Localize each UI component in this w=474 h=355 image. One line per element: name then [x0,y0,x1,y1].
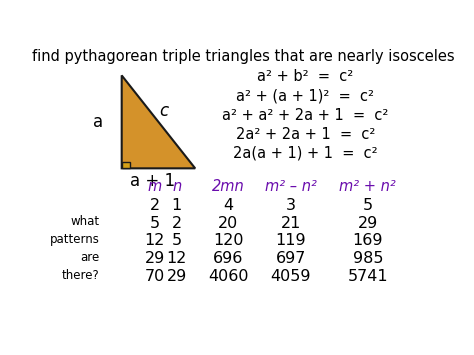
Text: 2: 2 [150,198,160,213]
Text: c: c [159,102,169,120]
Text: 985: 985 [353,251,383,266]
Text: 1: 1 [172,198,182,213]
Text: 696: 696 [213,251,244,266]
Polygon shape [122,75,195,168]
Text: a² + a² + 2a + 1  =  c²: a² + a² + 2a + 1 = c² [222,108,389,122]
Text: m² – n²: m² – n² [265,179,317,193]
Text: 119: 119 [275,233,306,248]
Text: 70: 70 [145,269,165,284]
Text: 21: 21 [281,215,301,230]
Text: 12: 12 [167,251,187,266]
Text: 120: 120 [213,233,244,248]
Text: 3: 3 [286,198,296,213]
Text: 4: 4 [223,198,233,213]
Text: 5741: 5741 [347,269,388,284]
Text: 5: 5 [150,215,160,230]
Text: 697: 697 [275,251,306,266]
Text: 29: 29 [167,269,187,284]
Text: m² + n²: m² + n² [339,179,396,193]
Text: 4060: 4060 [208,269,248,284]
Text: a² + b²  =  c²: a² + b² = c² [257,69,354,84]
Text: 4059: 4059 [271,269,311,284]
Text: 5: 5 [363,198,373,213]
Text: 29: 29 [145,251,165,266]
Text: 2mn: 2mn [212,179,245,193]
Text: what
patterns
are
there?: what patterns are there? [50,215,100,283]
Text: 12: 12 [145,233,165,248]
Text: 5: 5 [172,233,182,248]
Text: 169: 169 [353,233,383,248]
Text: m: m [147,179,162,193]
Text: find pythagorean triple triangles that are nearly isosceles: find pythagorean triple triangles that a… [32,49,454,65]
Text: a: a [93,113,103,131]
Text: 29: 29 [358,215,378,230]
Bar [122,162,130,168]
Text: n: n [172,179,182,193]
Text: 20: 20 [218,215,238,230]
Text: 2a² + 2a + 1  =  c²: 2a² + 2a + 1 = c² [236,127,375,142]
Text: a + 1: a + 1 [130,171,175,190]
Text: 2a(a + 1) + 1  =  c²: 2a(a + 1) + 1 = c² [233,146,378,161]
Text: 2: 2 [172,215,182,230]
Text: a² + (a + 1)²  =  c²: a² + (a + 1)² = c² [237,88,374,103]
